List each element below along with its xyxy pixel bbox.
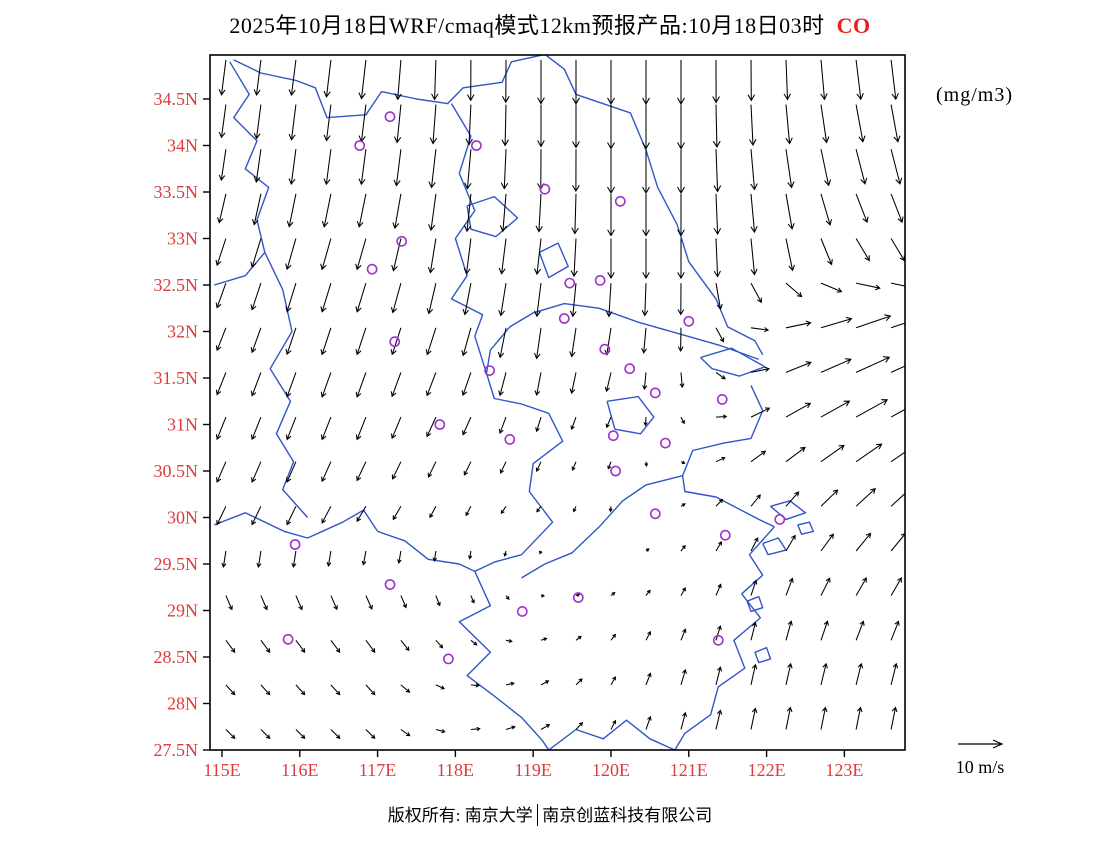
wind-scale-arrow — [958, 739, 1004, 749]
station-marker — [442, 653, 454, 665]
wind-arrows-layer — [215, 59, 905, 740]
boundaries-layer — [213, 55, 814, 750]
boundary-anhui_zhejiang_border — [474, 412, 564, 573]
copyright-company: 南京创蓝科技有限公司 — [542, 806, 713, 825]
station-marker — [649, 387, 661, 399]
wind-scale-legend: 10 m/s — [956, 739, 1005, 777]
boundary-shandong_border — [233, 55, 546, 119]
boundary-chongming_island — [700, 347, 766, 377]
y-tick-label: 30.5N — [154, 461, 199, 481]
wind-scale-label: 10 m/s — [956, 757, 1005, 777]
station-marker — [354, 140, 366, 151]
x-tick-label: 118E — [437, 760, 474, 780]
station-marker — [470, 140, 482, 151]
station-marker — [396, 235, 408, 247]
station-marker — [504, 433, 516, 445]
station-marker — [774, 514, 786, 525]
y-tick-label: 33N — [167, 229, 198, 249]
boundary-qiantang_river — [521, 475, 683, 579]
boundary-island_4 — [754, 647, 772, 664]
copyright-owner: 版权所有: 南京大学 — [387, 806, 533, 825]
copyright: 版权所有: 南京大学 南京创蓝科技有限公司 — [0, 801, 1100, 826]
station-marker — [610, 465, 621, 477]
y-tick-label: 29N — [167, 601, 198, 621]
x-tick-label: 119E — [515, 760, 552, 780]
boundary-yangtze_river — [485, 302, 760, 374]
station-marker — [516, 606, 528, 617]
y-tick-label: 28.5N — [154, 647, 199, 667]
station-marker — [384, 579, 396, 590]
boundary-hubei_anhui_border — [264, 252, 309, 518]
x-tick-label: 121E — [670, 760, 708, 780]
title-text: 2025年10月18日WRF/cmaq模式12km预报产品:10月18日03时 — [229, 13, 825, 38]
station-marker — [434, 419, 446, 430]
x-tick-label: 123E — [825, 760, 863, 780]
y-tick-label: 28N — [167, 694, 198, 714]
station-marker — [389, 336, 401, 348]
boundary-zhejiang_sw_border — [458, 571, 550, 750]
boundary-gaoyou_lake — [538, 242, 569, 279]
copyright-divider — [536, 804, 539, 826]
station-marker — [558, 313, 570, 324]
x-tick-label: 115E — [203, 760, 240, 780]
wind-vectors — [215, 59, 905, 740]
y-tick-label: 33.5N — [154, 182, 199, 202]
boundary-jiangsu_anhui_border — [450, 103, 549, 414]
boundary-coast_zhejiang — [674, 526, 775, 750]
station-marker — [594, 274, 606, 286]
station-marker — [649, 508, 661, 520]
boundary-island_2 — [762, 537, 787, 556]
station-marker — [289, 539, 301, 550]
boundary-zhejiang_fujian_border — [548, 719, 676, 750]
station-marker — [539, 183, 551, 195]
station-marker — [660, 437, 671, 449]
station-marker — [614, 195, 626, 207]
station-marker — [607, 430, 619, 442]
station-marker — [564, 277, 576, 289]
station-marker — [712, 634, 724, 646]
x-tick-label: 122E — [748, 760, 786, 780]
station-marker — [484, 365, 495, 376]
map-frame — [209, 54, 906, 751]
station-marker — [366, 263, 378, 275]
y-tick-label: 30N — [167, 508, 198, 528]
boundary-island_5 — [746, 595, 764, 613]
station-marker — [719, 529, 731, 541]
boundary-coast_shanghai_hangzhou_bay — [681, 385, 775, 528]
boundary-anhui_jiangxi_border — [213, 509, 476, 573]
boundary-island_3 — [797, 521, 814, 535]
station-marker — [282, 633, 294, 645]
boundary-hongze_lake — [466, 195, 519, 238]
station-marker — [624, 363, 636, 375]
axis-ticks — [203, 98, 846, 757]
y-tick-label: 31N — [167, 415, 198, 435]
y-tick-label: 34N — [167, 136, 198, 156]
page-title: 2025年10月18日WRF/cmaq模式12km预报产品:10月18日03时 C… — [0, 8, 1100, 40]
x-tick-label: 116E — [281, 760, 318, 780]
y-tick-label: 34.5N — [154, 89, 199, 109]
station-marker — [683, 315, 695, 327]
y-tick-label: 29.5N — [154, 554, 199, 574]
boundary-taihu_lake — [606, 395, 655, 435]
station-marker — [572, 592, 584, 603]
axis-labels: 115E 116E 117E 118E 119E 120E 121E 122E 123E 34.5… — [154, 89, 864, 780]
y-tick-label: 31.5N — [154, 368, 199, 388]
y-tick-label: 32.5N — [154, 275, 199, 295]
x-tick-label: 117E — [359, 760, 396, 780]
y-tick-label: 32N — [167, 322, 198, 342]
units-label: (mg/m3) — [936, 84, 1013, 106]
station-marker — [384, 111, 396, 123]
pollutant-label: CO — [836, 13, 871, 38]
stations-layer — [282, 111, 786, 665]
station-marker — [716, 393, 728, 405]
y-tick-label: 27.5N — [154, 740, 199, 760]
boundary-coast_north — [544, 55, 764, 356]
x-tick-label: 120E — [592, 760, 630, 780]
station-marker — [599, 343, 611, 355]
